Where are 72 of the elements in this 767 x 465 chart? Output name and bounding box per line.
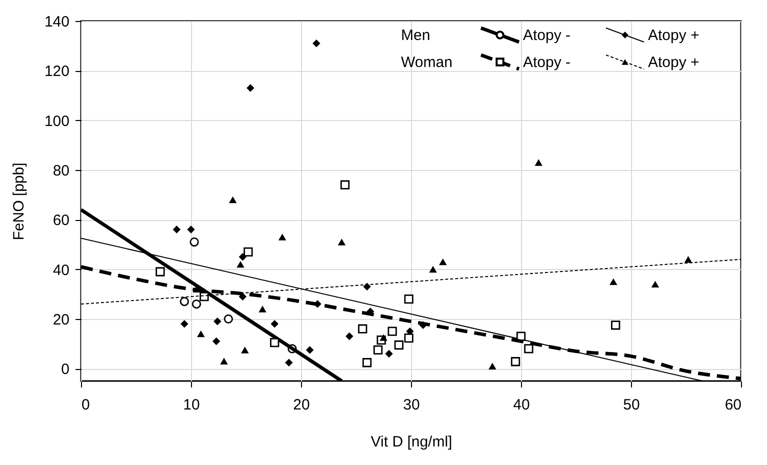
point <box>488 362 496 370</box>
point <box>244 247 253 256</box>
annotation: Men <box>401 27 430 44</box>
legend-label: Atopy + <box>648 54 700 71</box>
point <box>524 344 534 354</box>
y-tick-label: 140 <box>44 14 70 30</box>
point <box>306 346 314 354</box>
x-tick-label: 20 <box>293 396 310 414</box>
y-axis-title: FeNO [ppb] <box>10 162 28 240</box>
x-tick-label: 60 <box>724 396 742 414</box>
point <box>338 238 346 246</box>
point <box>534 159 542 166</box>
point <box>270 320 278 328</box>
point <box>190 237 199 247</box>
point <box>270 338 280 348</box>
point <box>285 358 293 366</box>
point <box>236 260 244 268</box>
x-tick-label: 30 <box>403 396 420 414</box>
x-tick-label: 10 <box>183 396 200 414</box>
x-tick-label: 50 <box>623 396 640 414</box>
point <box>156 267 165 276</box>
point <box>388 326 397 336</box>
y-tick-label: 120 <box>44 63 70 80</box>
legend-label: Atopy - <box>523 27 571 44</box>
legend-label: Atopy + <box>648 27 700 44</box>
point <box>380 334 388 341</box>
point <box>358 324 368 334</box>
point <box>224 314 233 324</box>
point <box>187 226 195 234</box>
x-tick-label: 40 <box>513 396 530 414</box>
x-tick-label: 0 <box>82 396 90 414</box>
point <box>172 226 181 234</box>
point <box>439 258 447 266</box>
point <box>246 84 254 92</box>
point <box>684 256 692 263</box>
y-tick-label: 100 <box>44 112 70 130</box>
y-tick-label: 20 <box>52 311 70 328</box>
point <box>404 333 414 343</box>
point <box>651 280 660 288</box>
point <box>429 266 437 273</box>
annotation: Woman <box>401 54 452 71</box>
point <box>200 292 209 302</box>
point <box>241 346 249 354</box>
point <box>212 337 220 346</box>
point <box>214 318 222 326</box>
y-tick-label: 60 <box>52 212 70 230</box>
point <box>385 350 393 358</box>
point <box>510 357 520 366</box>
point <box>258 306 266 312</box>
point <box>373 345 383 355</box>
x-axis-title: Vit D [ng/ml] <box>370 434 452 450</box>
point <box>394 340 404 350</box>
point <box>363 282 371 291</box>
point <box>362 358 372 368</box>
point <box>228 196 237 204</box>
point <box>192 299 202 309</box>
point <box>180 296 189 306</box>
y-tick-label: 40 <box>52 262 70 279</box>
point <box>312 39 320 48</box>
point <box>197 330 205 338</box>
y-tick-label: 0 <box>61 361 70 378</box>
legend-label: Atopy - <box>523 54 571 71</box>
point <box>346 332 354 340</box>
point <box>278 234 286 240</box>
y-tick-label: 80 <box>52 162 70 180</box>
point <box>611 320 620 330</box>
point <box>516 332 526 341</box>
point <box>220 358 228 364</box>
point <box>340 180 350 190</box>
point <box>180 320 188 328</box>
point <box>404 294 414 304</box>
point <box>610 278 618 286</box>
